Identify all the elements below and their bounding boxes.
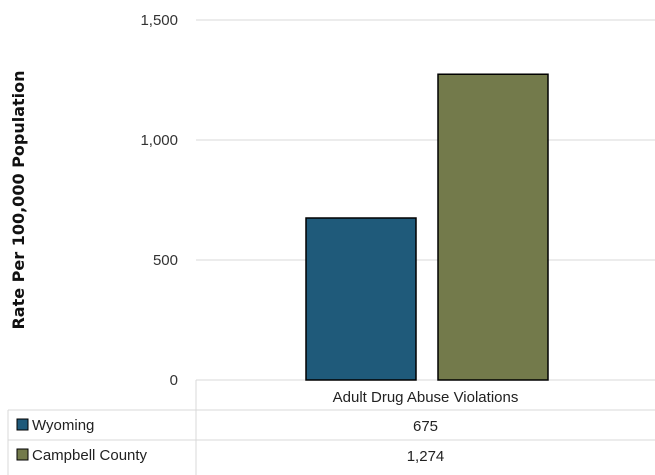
y-tick-label: 500 <box>153 252 178 269</box>
data-value-label: 675 <box>413 418 438 435</box>
y-tick-label: 0 <box>170 372 178 389</box>
x-category-label: Adult Drug Abuse Violations <box>333 389 519 406</box>
bars <box>305 73 549 381</box>
y-tick-label: 1,500 <box>140 12 178 29</box>
data-table: Adult Drug Abuse Violations Wyoming 675 Cam… <box>7 380 655 475</box>
bar-wyoming <box>305 217 417 381</box>
legend-label: Campbell County <box>32 447 148 464</box>
legend-swatch <box>16 448 29 461</box>
y-axis-ticks: 0 500 1,000 1,500 <box>140 12 178 389</box>
legend-label: Wyoming <box>32 417 94 434</box>
data-value-label: 1,274 <box>407 448 445 465</box>
bar-campbell-county <box>437 73 549 381</box>
gridlines <box>196 19 655 381</box>
y-tick-label: 1,000 <box>140 132 178 149</box>
y-axis-title: Rate Per 100,000 Population <box>9 70 28 329</box>
legend-swatch <box>16 418 29 431</box>
